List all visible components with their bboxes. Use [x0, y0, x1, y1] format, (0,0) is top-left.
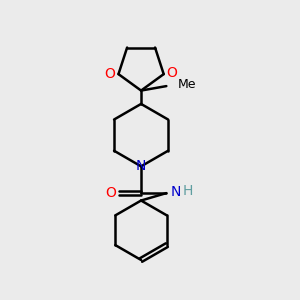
Text: O: O [167, 66, 178, 80]
Text: N: N [171, 184, 181, 199]
Text: N: N [136, 159, 146, 173]
Text: H: H [183, 184, 193, 198]
Text: O: O [105, 186, 116, 200]
Text: O: O [105, 67, 116, 81]
Text: Me: Me [178, 78, 196, 91]
